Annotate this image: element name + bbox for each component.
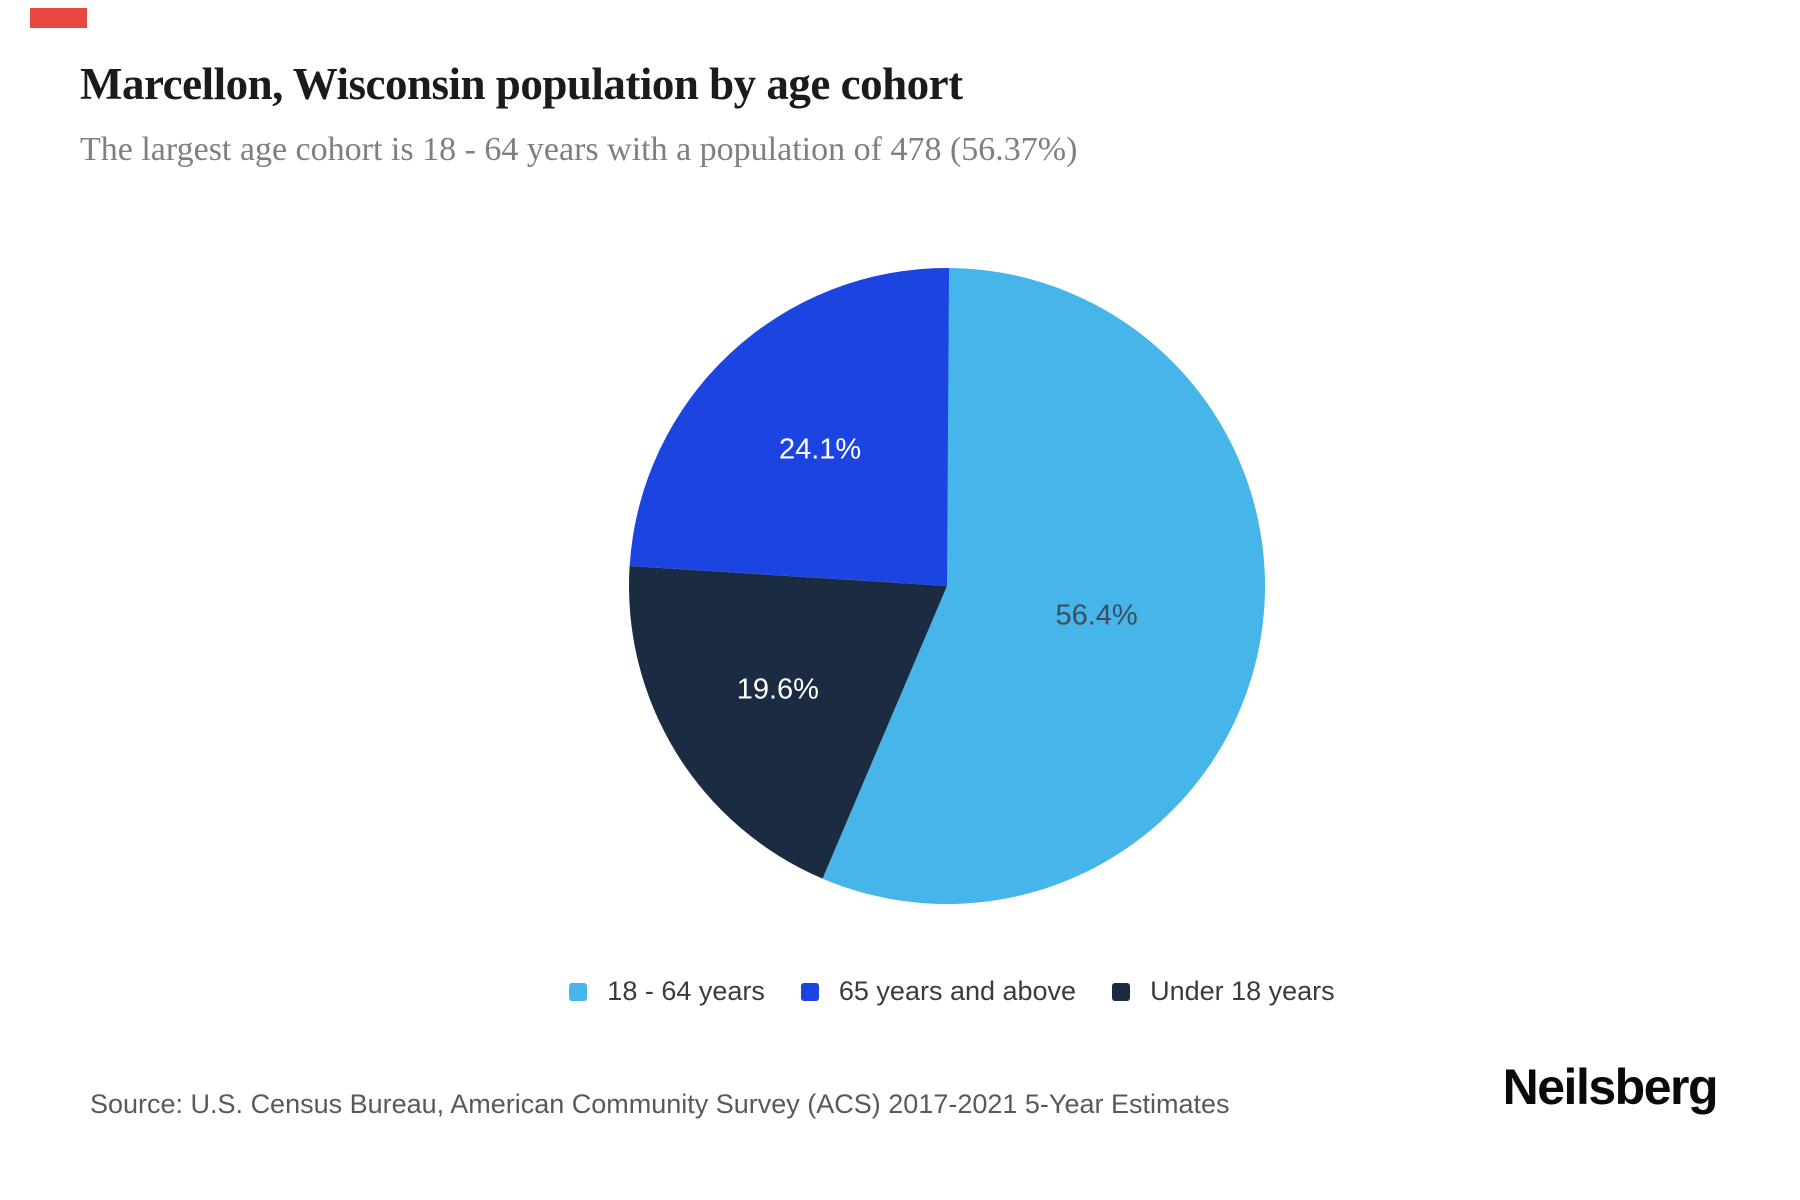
- legend-label: Under 18 years: [1150, 976, 1335, 1006]
- legend-item-65-years-and-above[interactable]: 65 years and above: [800, 976, 1077, 1007]
- pie-svg: [629, 268, 1266, 905]
- neilsberg-logo: Neilsberg: [1502, 1059, 1719, 1115]
- pie-slice-65-years-and-above[interactable]: [629, 268, 949, 586]
- legend-item-under-18-years[interactable]: Under 18 years: [1112, 976, 1335, 1007]
- source-attribution: Source: U.S. Census Bureau, American Com…: [90, 1089, 1230, 1119]
- legend-swatch: [1112, 982, 1131, 1001]
- pie-slice-18-64-years[interactable]: [822, 268, 1266, 905]
- legend-swatch: [569, 982, 588, 1001]
- legend-label: 65 years and above: [838, 976, 1077, 1006]
- legend-label: 18 - 64 years: [607, 976, 765, 1006]
- chart-legend: 18 - 64 years 65 years and above Under 18 …: [52, 976, 1800, 1007]
- page-title: Marcellon, Wisconsin population by age c…: [80, 59, 963, 109]
- legend-swatch: [800, 982, 819, 1001]
- page-subtitle: The largest age cohort is 18 - 64 years …: [80, 131, 1078, 168]
- legend-item-18-64-years[interactable]: 18 - 64 years: [569, 976, 765, 1007]
- pie-slice-under-18-years[interactable]: [629, 566, 947, 879]
- pie-chart[interactable]: 56.4% 19.6% 24.1%: [627, 266, 1267, 906]
- brand-accent-bar: [30, 8, 87, 28]
